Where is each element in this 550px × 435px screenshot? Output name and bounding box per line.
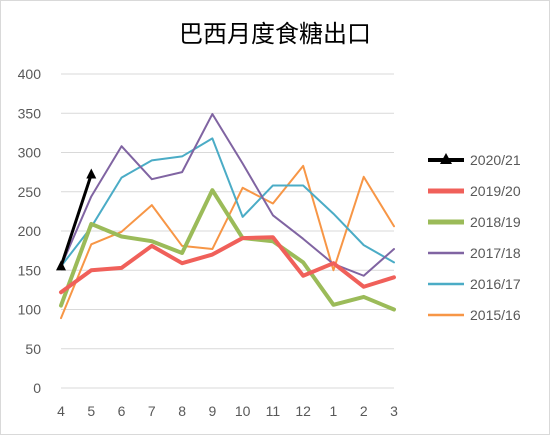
y-tick-label: 50 [25, 341, 41, 357]
x-tick-label: 11 [266, 403, 281, 419]
series-lines [56, 113, 396, 320]
x-tick-label: 4 [57, 403, 65, 419]
series-line-0 [59, 172, 93, 268]
legend-label: 2017/18 [470, 245, 521, 261]
series-line-5 [60, 164, 395, 320]
y-tick-label: 200 [18, 223, 42, 239]
legend-label: 2016/17 [470, 276, 521, 292]
x-tick-label: 6 [118, 403, 126, 419]
x-tick-label: 1 [330, 403, 338, 419]
y-tick-label: 0 [33, 380, 41, 396]
legend-label: 2015/16 [470, 307, 521, 323]
x-tick-label: 2 [360, 403, 368, 419]
legend: 2020/21 2019/20 2018/19 2017/18 2016/17 2015/… [428, 152, 521, 323]
y-tick-label: 100 [18, 302, 42, 318]
x-tick-label: 10 [235, 403, 251, 419]
series-line-4 [60, 137, 395, 268]
y-tick-label: 300 [18, 145, 42, 161]
y-tick-label: 400 [18, 66, 42, 82]
grid-lines [61, 73, 394, 389]
x-tick-label: 5 [87, 403, 95, 419]
x-axis-tick-labels: 4 5 6 7 8 9 10 11 12 1 2 3 [57, 403, 398, 419]
series-line-2 [59, 188, 396, 312]
chart-title: 巴西月度食糖出口 [179, 20, 371, 48]
series-line-1 [59, 235, 396, 295]
y-tick-label: 350 [18, 105, 42, 121]
y-tick-label: 150 [18, 262, 42, 278]
legend-label: 2019/20 [470, 183, 521, 199]
x-tick-label: 9 [208, 403, 216, 419]
legend-label: 2020/21 [470, 152, 521, 168]
x-tick-label: 8 [178, 403, 186, 419]
y-tick-label: 250 [18, 184, 42, 200]
x-tick-label: 12 [295, 403, 311, 419]
data-point-marker [56, 260, 66, 271]
x-tick-label: 7 [148, 403, 156, 419]
legend-label: 2018/19 [470, 214, 521, 230]
data-point-marker [86, 168, 97, 179]
y-axis-tick-labels: 0 50 100 150 200 250 300 350 400 [18, 66, 42, 396]
x-tick-label: 3 [390, 403, 398, 419]
legend-marker [440, 153, 452, 164]
